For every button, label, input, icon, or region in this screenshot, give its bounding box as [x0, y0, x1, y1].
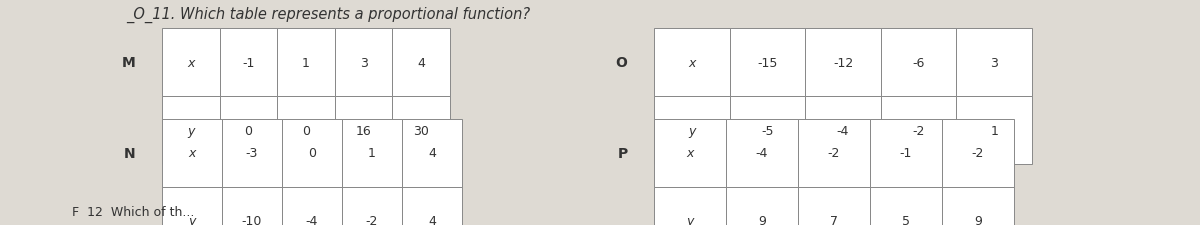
- Bar: [942, 119, 1014, 187]
- Bar: [222, 119, 282, 187]
- Text: y: y: [187, 124, 194, 137]
- Text: 9: 9: [758, 214, 766, 225]
- Bar: [162, 97, 220, 164]
- Bar: [726, 119, 798, 187]
- Text: 1: 1: [368, 146, 376, 160]
- Text: -4: -4: [836, 124, 850, 137]
- Text: -15: -15: [757, 56, 778, 70]
- Text: -2: -2: [366, 214, 378, 225]
- Bar: [798, 187, 870, 225]
- Text: -1: -1: [900, 146, 912, 160]
- Bar: [730, 97, 805, 164]
- Text: 1: 1: [302, 56, 310, 70]
- Bar: [654, 119, 726, 187]
- Text: y: y: [188, 214, 196, 225]
- Text: 3: 3: [990, 56, 998, 70]
- Text: -2: -2: [972, 146, 984, 160]
- Bar: [402, 187, 462, 225]
- Bar: [956, 29, 1032, 97]
- Text: 9: 9: [974, 214, 982, 225]
- Bar: [870, 119, 942, 187]
- Bar: [277, 97, 335, 164]
- Bar: [805, 97, 881, 164]
- Bar: [392, 97, 450, 164]
- Text: -5: -5: [761, 124, 774, 137]
- Text: -2: -2: [912, 124, 925, 137]
- Text: 1: 1: [990, 124, 998, 137]
- Text: P: P: [617, 146, 628, 160]
- Text: -3: -3: [246, 146, 258, 160]
- Text: -1: -1: [242, 56, 254, 70]
- Text: 3: 3: [360, 56, 367, 70]
- Bar: [726, 187, 798, 225]
- Text: 0: 0: [245, 124, 252, 137]
- Bar: [277, 29, 335, 97]
- Text: 7: 7: [830, 214, 838, 225]
- Bar: [798, 119, 870, 187]
- Text: -2: -2: [828, 146, 840, 160]
- Text: _O_11. Which table represents a proportional function?: _O_11. Which table represents a proporti…: [126, 7, 530, 23]
- Bar: [220, 97, 277, 164]
- Text: O: O: [616, 56, 628, 70]
- Text: -10: -10: [242, 214, 262, 225]
- Bar: [335, 97, 392, 164]
- Text: 5: 5: [902, 214, 910, 225]
- Bar: [870, 187, 942, 225]
- Text: x: x: [688, 56, 696, 70]
- Bar: [342, 187, 402, 225]
- Bar: [282, 187, 342, 225]
- Text: F  12  Which of th...: F 12 Which of th...: [72, 205, 194, 218]
- Text: N: N: [124, 146, 136, 160]
- Text: 0: 0: [302, 124, 310, 137]
- Text: -12: -12: [833, 56, 853, 70]
- Text: x: x: [686, 146, 694, 160]
- Bar: [730, 29, 805, 97]
- Text: -6: -6: [912, 56, 925, 70]
- Text: 4: 4: [418, 56, 425, 70]
- Text: -4: -4: [756, 146, 768, 160]
- Bar: [956, 97, 1032, 164]
- Bar: [220, 29, 277, 97]
- Bar: [654, 97, 730, 164]
- Text: x: x: [187, 56, 194, 70]
- Bar: [342, 119, 402, 187]
- Bar: [162, 29, 220, 97]
- Text: 16: 16: [355, 124, 372, 137]
- Bar: [335, 29, 392, 97]
- Text: 4: 4: [428, 214, 436, 225]
- Bar: [402, 119, 462, 187]
- Bar: [942, 187, 1014, 225]
- Bar: [654, 187, 726, 225]
- Bar: [392, 29, 450, 97]
- Bar: [805, 29, 881, 97]
- Text: 30: 30: [413, 124, 430, 137]
- Bar: [162, 187, 222, 225]
- Bar: [282, 119, 342, 187]
- Text: x: x: [188, 146, 196, 160]
- Text: y: y: [688, 124, 696, 137]
- Text: M: M: [122, 56, 136, 70]
- Text: 4: 4: [428, 146, 436, 160]
- Bar: [654, 29, 730, 97]
- Bar: [162, 119, 222, 187]
- Bar: [881, 97, 956, 164]
- Text: 0: 0: [308, 146, 316, 160]
- Bar: [881, 29, 956, 97]
- Text: -4: -4: [306, 214, 318, 225]
- Bar: [222, 187, 282, 225]
- Text: y: y: [686, 214, 694, 225]
